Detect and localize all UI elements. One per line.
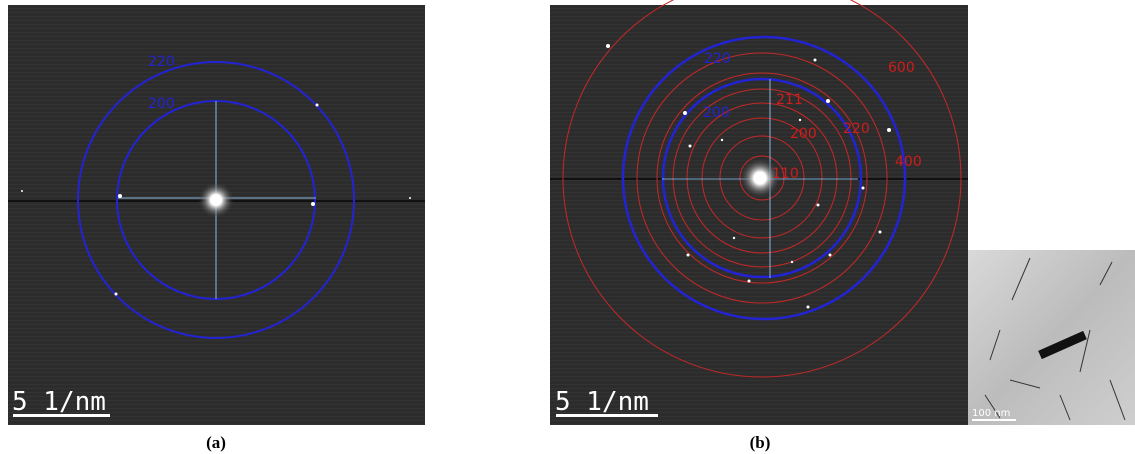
ring-label: 600 [888, 60, 915, 76]
scale-bar-label: 5 1/nm [555, 387, 649, 417]
central-spot [198, 182, 234, 218]
ring-label: 200 [148, 96, 175, 112]
ring-label: 220 [704, 51, 731, 67]
figure: 220 200 5 1/nm (a) 220 200 600 2 [0, 0, 1135, 454]
panel-a: 220 200 5 1/nm (a) [8, 5, 425, 452]
ring-label: 200 [790, 126, 817, 142]
caption: (a) [206, 433, 226, 452]
scale-bar [556, 414, 658, 417]
ring-label: 400 [895, 154, 922, 170]
page: 220 200 5 1/nm (a) 220 200 600 2 [0, 0, 1135, 454]
scale-bar [13, 414, 110, 417]
inset-scale-label: 100 nm [972, 408, 1010, 419]
ring-label: 211 [776, 92, 803, 108]
ring-label: 110 [772, 166, 799, 182]
panel-b: 220 200 600 211 200 220 400 110 5 1/nm (… [550, 0, 1135, 452]
scale-bar-label: 5 1/nm [12, 387, 106, 417]
inset-scale-bar [972, 419, 1016, 421]
tem-image [968, 250, 1135, 425]
ring-label: 220 [148, 54, 175, 70]
tem-inset: 100 nm [968, 250, 1135, 425]
ring-label: 200 [703, 105, 730, 121]
ring-label: 220 [843, 121, 870, 137]
caption: (b) [750, 433, 771, 452]
